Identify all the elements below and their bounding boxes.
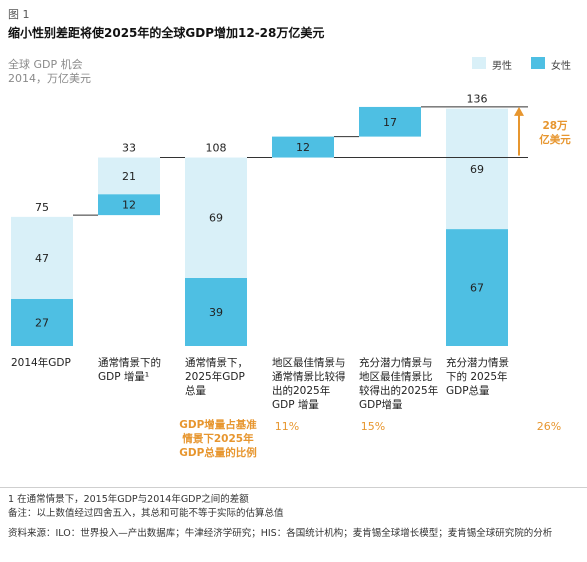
bar-total-1: 33 [122, 142, 136, 155]
waterfall-chart: 27 47 75 12 21 33 39 69 108 12 17 67 69 136 28万亿美元 [11, 93, 571, 346]
chart-units: 2014，万亿美元 [8, 72, 91, 85]
category-label-3: 地区最佳情景与 通常情景比较得 出的2025年GDP 增量 [272, 357, 346, 411]
bar-female-3 [272, 136, 334, 158]
pct-value-full-vs-regional: 15% [360, 420, 386, 433]
chart-subtitle: 全球 GDP 机会 [8, 58, 83, 71]
bar-label-female-2: 39 [209, 306, 223, 319]
footnote-divider [0, 487, 587, 488]
bar-label-male-1: 21 [122, 170, 136, 183]
bar-label-male-5: 69 [470, 163, 484, 176]
annotation-label-line2: 亿美元 [539, 133, 571, 146]
bar-female-1 [98, 194, 160, 216]
legend-swatch-male [472, 57, 486, 69]
bar-total-2: 108 [206, 142, 227, 155]
bar-female-2 [185, 277, 247, 346]
bar-label-male-0: 47 [35, 252, 49, 265]
category-label-4: 充分潜力情景与地区最佳情景比较得出的2025年GDP增量 [359, 357, 439, 411]
legend-label-male: 男性 [492, 61, 512, 72]
legend-label-female: 女性 [551, 61, 571, 72]
bar-label-male-2: 69 [209, 212, 223, 225]
bar-total-0: 75 [35, 201, 49, 214]
legend-swatch-female [531, 57, 545, 69]
annotation-label-line1: 28万 [542, 120, 568, 132]
bar-female-4 [359, 106, 421, 137]
footnote-1: 1 在通常情景下，2015年GDP与2014年GDP之间的差额 [8, 494, 249, 505]
bar-male-1 [98, 157, 160, 195]
bar-male-2 [185, 157, 247, 278]
bar-label-female-3: 12 [296, 141, 310, 154]
pct-value-regional: 11% [274, 420, 300, 433]
bar-label-female-5: 67 [470, 282, 484, 295]
category-label-0: 2014年GDP [11, 357, 71, 369]
category-label-5: 充分潜力情景下的 2025年GDP总量 [446, 357, 509, 397]
bar-female-0 [11, 298, 73, 346]
footnote-remark: 备注：以上数值经过四舍五入，其总和可能不等于实际的估算总值 [8, 508, 284, 519]
chart-title: 缩小性别差距将使2025年的全球GDP增加12-28万亿美元 [8, 26, 325, 40]
pct-value-full: 26% [536, 420, 562, 433]
bar-total-5: 136 [467, 93, 488, 106]
bar-label-female-1: 12 [122, 199, 136, 212]
bar-female-5 [446, 229, 508, 346]
bar-label-female-0: 27 [35, 316, 49, 329]
bar-male-5 [446, 108, 508, 230]
annotation-arrow-head [514, 106, 524, 116]
category-label-2: 通常情景下，2025年GDP总量 [185, 357, 248, 397]
bar-label-female-4: 17 [383, 116, 397, 129]
footnote-source: 资料来源：ILO：世界投入—产出数据库；牛津经济学研究；HIS：各国统计机构；麦… [8, 528, 553, 539]
category-label-1: 通常情景下的GDP 增量¹ [98, 357, 161, 383]
pct-row-label: GDP增量占基准情景下2025年GDP总量的比例 [179, 419, 257, 459]
figure-label: 图 1 [8, 8, 30, 21]
bar-male-0 [11, 216, 73, 299]
